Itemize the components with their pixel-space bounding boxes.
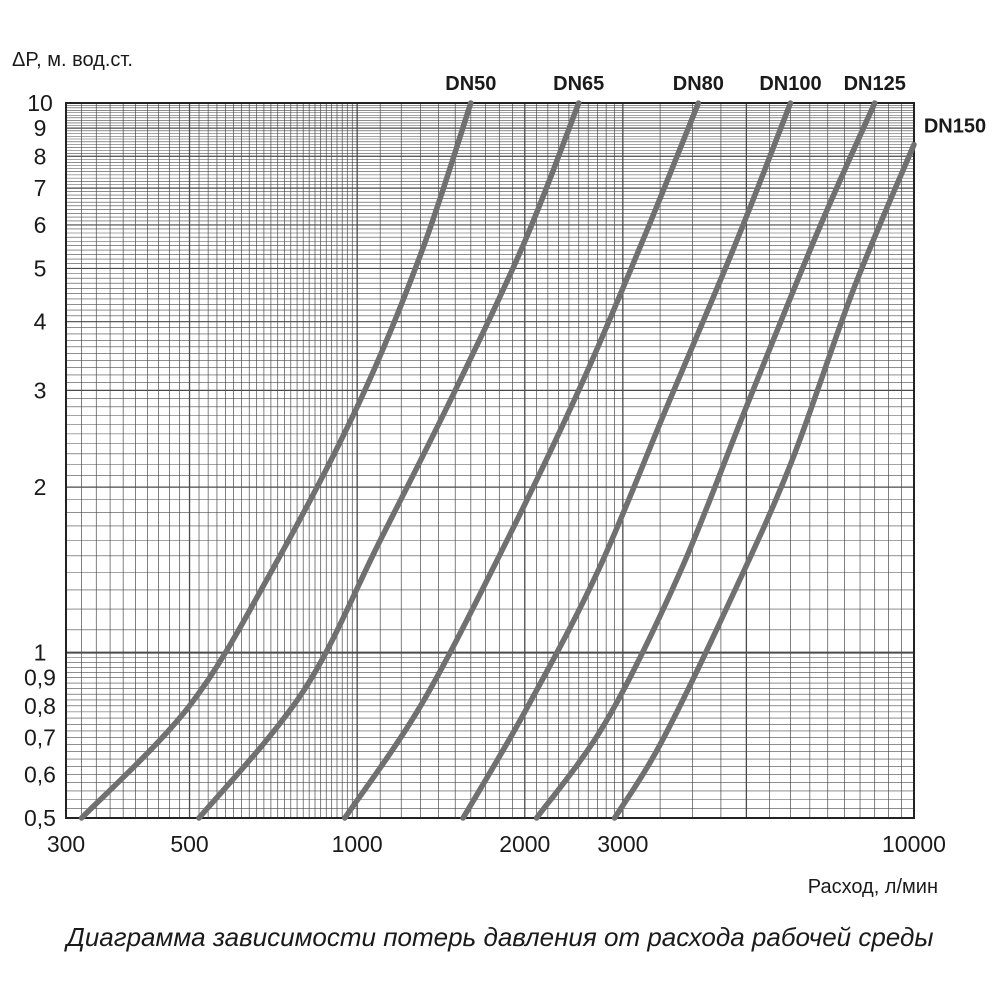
x-tick-label: 500 — [170, 831, 208, 857]
y-tick-label: 4 — [34, 309, 47, 335]
series-label-dn80: DN80 — [673, 73, 724, 95]
x-tick-label: 10000 — [882, 831, 946, 857]
curve-dn100 — [460, 100, 794, 821]
y-axis-title: ΔP, м. вод.ст. — [12, 49, 133, 71]
y-tick-label: 10 — [27, 90, 53, 116]
series-label-dn100: DN100 — [759, 73, 821, 95]
y-tick-label: 0,6 — [24, 761, 56, 787]
chart-curves — [78, 100, 917, 821]
y-tick-label: 2 — [34, 474, 47, 500]
y-tick-label: 1 — [34, 640, 47, 666]
y-tick-label: 8 — [34, 143, 47, 169]
x-tick-label: 300 — [47, 831, 85, 857]
curve-dn80 — [342, 100, 702, 821]
y-tick-label: 0,9 — [24, 665, 56, 691]
chart-labels: DN50 DN65 DN80 DN100 DN125DN150109876543210,… — [12, 49, 986, 898]
plot-frame — [65, 102, 915, 819]
curve-dn150 — [611, 141, 917, 821]
y-tick-label: 0,7 — [24, 725, 56, 751]
curve-dn50 — [78, 100, 474, 821]
y-tick-label: 0,8 — [24, 693, 56, 719]
series-label-dn150: DN150 — [924, 116, 986, 138]
y-tick-label: 5 — [34, 255, 47, 281]
x-axis-title: Расход, л/мин — [808, 876, 938, 898]
series-label-dn50: DN50 — [445, 73, 496, 95]
x-tick-label: 3000 — [597, 831, 648, 857]
chart-grid — [65, 102, 915, 819]
curve-dn65 — [196, 100, 582, 821]
x-tick-label: 2000 — [499, 831, 550, 857]
curve-dn125 — [533, 100, 878, 821]
y-tick-label: 0,5 — [24, 805, 56, 831]
y-tick-label: 9 — [34, 115, 47, 141]
y-tick-label: 3 — [34, 377, 47, 403]
series-label-dn125: DN125 — [844, 73, 906, 95]
series-label-dn65: DN65 — [553, 73, 604, 95]
x-tick-label: 1000 — [332, 831, 383, 857]
y-tick-label: 7 — [34, 175, 47, 201]
chart-caption: Диаграмма зависимости потерь давления от… — [66, 922, 934, 952]
y-tick-label: 6 — [34, 212, 47, 238]
